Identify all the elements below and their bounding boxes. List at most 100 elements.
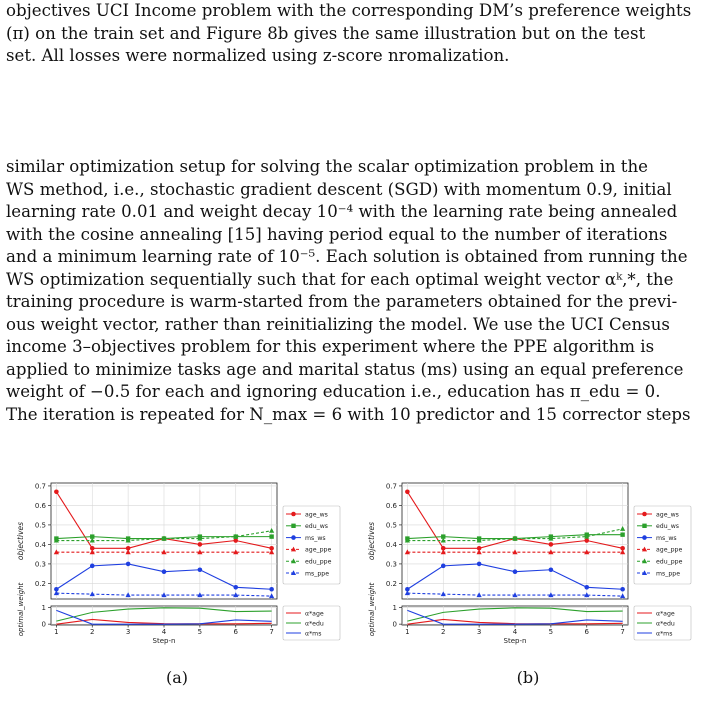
data-point [125,546,131,551]
legend-label: ms_ws [305,535,326,542]
legend-label: age_ppe [656,547,682,554]
legend-label: α*age [305,610,324,617]
data-point [620,586,625,592]
data-point [476,549,482,555]
tick-label: 7 [620,628,624,636]
data-point [161,592,167,598]
tick-label: 2 [441,628,445,636]
figure-b: 0.2 0.3 0.4 0.5 0.6 0.7 objectives age_ws edu_ws… [358,473,693,648]
series-line [56,607,272,622]
data-point [197,592,203,598]
y-axis-label: objectives [16,522,25,560]
data-point [548,549,554,555]
legend-label: α*ms [305,630,321,637]
text-line: applied to minimize tasks age and marita… [6,359,684,379]
data-point [548,535,554,541]
legend-box [633,605,692,641]
data-point [641,546,648,552]
data-point [233,592,239,598]
tick-label: 6 [585,628,590,636]
tick-label: 2 [90,628,94,636]
legend-label: ms_ppe [305,570,329,577]
legend-label: edu_ppe [656,559,683,566]
data-point [440,591,446,597]
data-point [404,537,410,543]
data-point [269,527,275,533]
y-axis-label: optimal_weight [368,582,376,636]
tick-label: 0.5 [35,521,46,529]
tick-label: 0.3 [35,560,46,568]
legend-label: age_ppe [305,547,331,554]
data-point [440,537,446,543]
x-axis-label: Step-n [504,637,527,645]
tick-label: 0 [393,621,397,629]
legend-label: α*ms [656,630,672,637]
data-point [89,537,95,543]
data-point [233,533,239,539]
text-line: set. All losses were normalized using z-… [6,46,510,65]
series-line [407,607,623,622]
data-point [642,535,647,540]
tick-label: 7 [269,628,273,636]
data-point [620,546,625,551]
data-point [54,489,59,495]
legend-box [282,605,341,641]
tick-label: 1 [393,604,397,612]
data-point [291,523,296,528]
tick-label: 0.7 [35,482,46,490]
data-point [290,546,297,552]
data-point [548,542,554,547]
text-line: with the cosine annealing [15] having pe… [6,224,668,244]
data-point [291,511,296,517]
tick-label: 3 [126,628,130,636]
data-point [197,549,203,555]
data-point [233,549,239,555]
tick-label: 4 [513,628,518,636]
data-point [90,534,95,539]
data-point [233,585,239,590]
caption-a: (a) [165,668,189,687]
data-point [476,592,482,598]
data-point [620,593,626,599]
text-line: and a minimum learning rate of 10⁻⁵. Eac… [6,247,688,266]
data-point [620,532,625,537]
data-point [53,549,59,555]
data-point [512,569,518,575]
tick-label: 0.6 [35,502,47,510]
figure-a-chart: 0.2 0.3 0.4 0.5 0.6 0.7 objectives age_ws edu_ws… [16,482,341,645]
data-point [641,558,648,564]
data-point [290,558,297,564]
data-point [269,546,274,551]
text-line: weight of −0.5 for each and ignoring edu… [6,382,661,401]
data-point [404,590,410,596]
legend-label: α*age [656,610,675,617]
text-line: ous weight vector, rather than reinitial… [6,314,670,334]
text-line: objectives UCI Income problem with the c… [6,1,692,20]
legend-label: ms_ws [656,535,677,542]
text-line: (π) on the train set and Figure 8b gives… [6,23,646,43]
tick-label: 5 [549,628,553,636]
text-line: training procedure is warm-started from … [6,292,678,311]
data-point [89,591,95,597]
data-point [269,549,275,555]
series-line [56,609,272,625]
data-point [641,570,648,575]
data-point [89,563,95,569]
tick-label: 1 [42,604,46,612]
legend-label: age_ws [305,511,328,518]
tick-label: 0.5 [386,521,397,529]
paragraph-method: similar optimization setup for solving t… [6,156,698,426]
paragraph-intro: objectives UCI Income problem with the c… [6,0,698,68]
data-point [89,546,95,551]
data-point [269,534,274,539]
legend-label: age_ws [656,511,679,518]
legend-label: ms_ppe [656,570,680,577]
data-point [125,592,131,598]
text-line: similar optimization setup for solving t… [6,157,648,176]
data-point [161,535,167,541]
tick-label: 3 [477,628,481,636]
data-point [404,549,410,555]
data-point [620,526,626,531]
x-axis-label: Step-n [153,637,176,645]
tick-label: 1 [54,628,58,636]
